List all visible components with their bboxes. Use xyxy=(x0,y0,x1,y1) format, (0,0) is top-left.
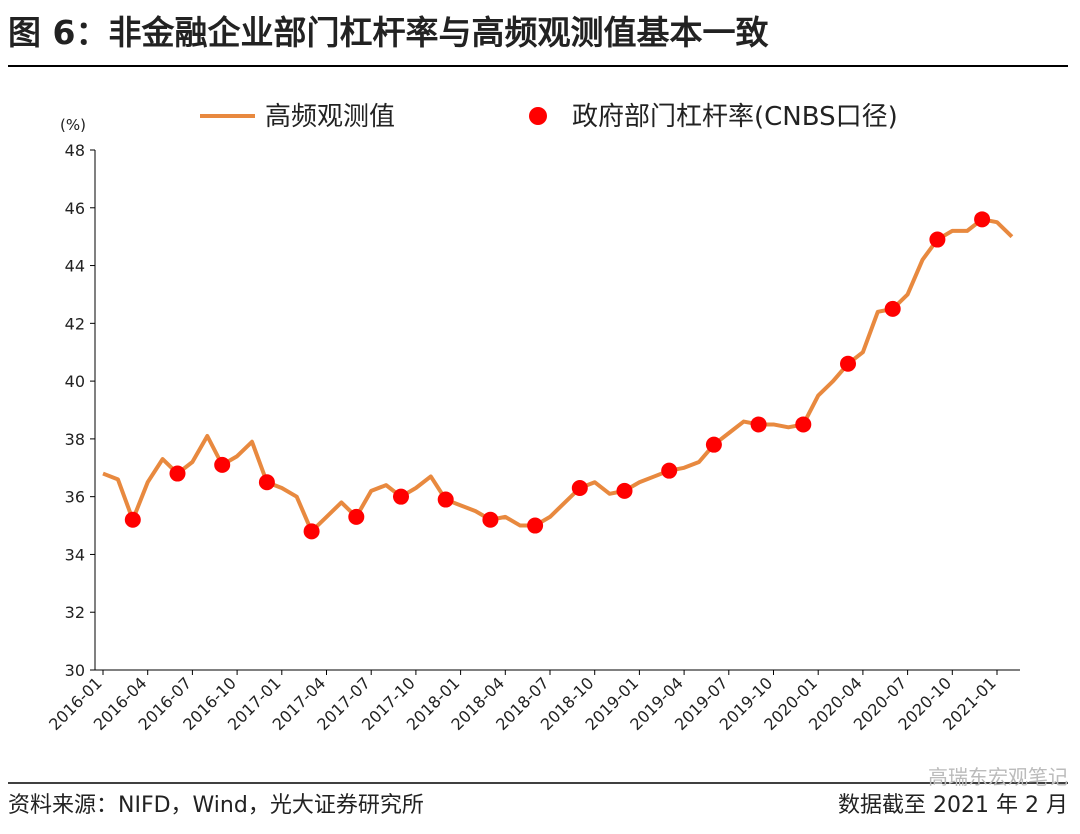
data-point xyxy=(482,511,499,528)
data-point xyxy=(124,511,141,528)
data-point xyxy=(929,231,946,248)
y-tick-label: 32 xyxy=(65,603,85,622)
data-line xyxy=(102,217,1014,534)
data-point xyxy=(169,465,186,482)
legend-swatch xyxy=(529,107,547,125)
y-tick-label: 40 xyxy=(65,372,85,391)
data-point xyxy=(393,488,409,505)
data-point xyxy=(884,300,901,317)
data-point xyxy=(616,482,633,499)
data-point xyxy=(974,211,991,228)
legend-label: 高频观测值 xyxy=(265,102,395,132)
data-point xyxy=(527,517,544,534)
y-tick-label: 46 xyxy=(65,199,85,218)
data-point xyxy=(795,416,812,433)
data-point xyxy=(840,355,856,372)
data-point xyxy=(348,508,365,525)
data-point xyxy=(705,436,722,453)
data-point xyxy=(303,523,320,540)
legend-label: 政府部门杠杆率(CNBS口径) xyxy=(572,102,898,132)
data-point xyxy=(214,456,231,473)
y-tick-label: 38 xyxy=(65,430,85,449)
y-tick-label: 30 xyxy=(65,661,85,680)
date-note: 数据截至 2021 年 2 月 xyxy=(838,793,1068,818)
data-point xyxy=(661,462,678,479)
data-point xyxy=(750,416,767,433)
data-point xyxy=(437,491,454,508)
y-tick-label: 42 xyxy=(65,314,85,333)
y-tick-label: 44 xyxy=(65,257,85,276)
source: 资料来源：NIFD，Wind，光大证券研究所 xyxy=(8,793,424,818)
y-tick-label: 48 xyxy=(65,141,85,160)
watermark: 高瑞东宏观笔记 xyxy=(928,765,1068,789)
y-tick-label: 34 xyxy=(65,545,85,564)
y-tick-label: 36 xyxy=(65,488,85,507)
y-unit: (%) xyxy=(60,116,86,134)
data-point xyxy=(571,480,588,496)
title: 图 6：非金融企业部门杠杆率与高频观测值基本一致 xyxy=(8,13,768,52)
data-point xyxy=(258,474,275,491)
